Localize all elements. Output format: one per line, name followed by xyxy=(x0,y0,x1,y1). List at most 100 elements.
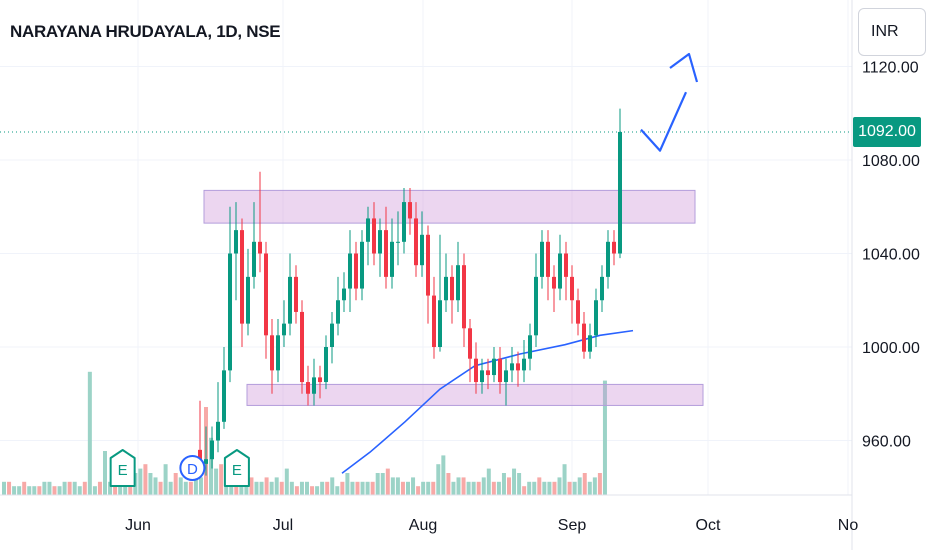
candle-body xyxy=(576,300,580,324)
volume-bar xyxy=(395,477,400,495)
volume-bar xyxy=(118,481,123,495)
volume-bar xyxy=(476,481,481,495)
volume-bar xyxy=(178,477,183,495)
volume-bar xyxy=(355,481,360,495)
earnings-marker: E xyxy=(223,449,250,487)
candle-body xyxy=(558,253,562,289)
volume-bar xyxy=(345,473,350,495)
volume-bar xyxy=(602,380,607,495)
candle-body xyxy=(414,218,418,266)
volume-bar xyxy=(183,481,188,495)
candle-body xyxy=(198,449,202,464)
candle-body xyxy=(258,241,262,254)
y-tick-label: 1000.00 xyxy=(862,340,920,357)
currency-selector[interactable]: INR xyxy=(858,8,926,56)
candle-body xyxy=(348,253,352,289)
volume-bar xyxy=(67,481,72,495)
projection-annotation xyxy=(640,52,699,152)
volume-bar xyxy=(289,481,294,495)
volume-bar xyxy=(62,481,67,495)
dividend-icon xyxy=(179,455,206,481)
candle-body xyxy=(504,370,508,383)
volume-bar xyxy=(350,481,355,495)
projection-path xyxy=(640,91,688,152)
candle-body xyxy=(522,358,526,371)
volume-bar xyxy=(537,477,542,495)
volume-bar xyxy=(12,486,17,495)
volume-bar xyxy=(57,486,62,495)
volume-bar xyxy=(87,371,92,495)
volume-bar xyxy=(370,481,375,495)
volume-bar xyxy=(214,468,219,495)
volume-bar xyxy=(173,473,178,495)
volume-bar xyxy=(274,477,279,495)
volume-bar xyxy=(7,481,12,495)
candle-body xyxy=(516,363,520,371)
x-tick-label: Oct xyxy=(696,517,721,534)
earnings-label: E xyxy=(118,462,128,479)
candle-body xyxy=(300,311,304,383)
volume-bar xyxy=(294,486,299,495)
volume-bar xyxy=(17,486,22,495)
volume-bar xyxy=(37,486,42,495)
volume-bar xyxy=(269,481,274,495)
volume-bar xyxy=(72,481,77,495)
x-tick-label: Aug xyxy=(409,517,437,534)
volume-bar xyxy=(456,477,461,495)
candle-body xyxy=(510,363,514,371)
volume-bar xyxy=(597,473,602,495)
candle-body xyxy=(294,276,298,312)
x-tick-label: Jun xyxy=(125,517,151,534)
volume-bar xyxy=(572,481,577,495)
y-tick-label: 960.00 xyxy=(862,434,911,451)
volume-bar xyxy=(542,481,547,495)
candle-body xyxy=(564,253,568,277)
volume-bar xyxy=(375,473,380,495)
volume-bar xyxy=(77,486,82,495)
earnings-marker: E xyxy=(109,449,136,487)
candle-body xyxy=(492,358,496,376)
volume-bar xyxy=(254,481,259,495)
volume-bar xyxy=(2,481,6,495)
volume-bar xyxy=(330,477,335,495)
x-tick-label: Jul xyxy=(273,517,293,534)
volume-bar xyxy=(406,481,410,495)
candle-body xyxy=(234,230,238,254)
candle-body xyxy=(588,335,592,352)
volume-bar xyxy=(148,473,153,495)
volume-bar xyxy=(143,464,148,495)
volume-bar xyxy=(411,477,416,495)
x-tick-label: Sep xyxy=(558,517,587,534)
volume-bar xyxy=(365,481,370,495)
candle-body xyxy=(354,253,358,289)
volume-bar xyxy=(32,486,37,495)
volume-bar xyxy=(486,468,491,495)
candle-body xyxy=(378,230,382,254)
volume-bar xyxy=(22,481,27,495)
volume-bar xyxy=(163,464,168,495)
candle-body xyxy=(600,276,604,301)
dividend-marker: D xyxy=(179,455,206,481)
candle-body xyxy=(240,230,244,324)
candle-body xyxy=(282,323,286,336)
volume-bar xyxy=(113,486,118,495)
volume-bar xyxy=(27,486,32,495)
volume-bar xyxy=(188,481,193,495)
candle-body xyxy=(462,265,466,329)
candles[interactable] xyxy=(0,108,852,476)
candle-body xyxy=(480,370,484,383)
y-tick-label: 1120.00 xyxy=(862,60,919,77)
candle-body xyxy=(594,300,598,336)
volume-bar xyxy=(264,477,269,495)
candle-body xyxy=(606,241,610,277)
volume-bar xyxy=(507,477,511,495)
volume-bar xyxy=(52,486,57,495)
volume-bar xyxy=(97,481,102,495)
candle-body xyxy=(582,323,586,352)
volume-bar xyxy=(299,481,304,495)
volume-bar xyxy=(128,481,133,495)
candle-body xyxy=(216,421,220,441)
